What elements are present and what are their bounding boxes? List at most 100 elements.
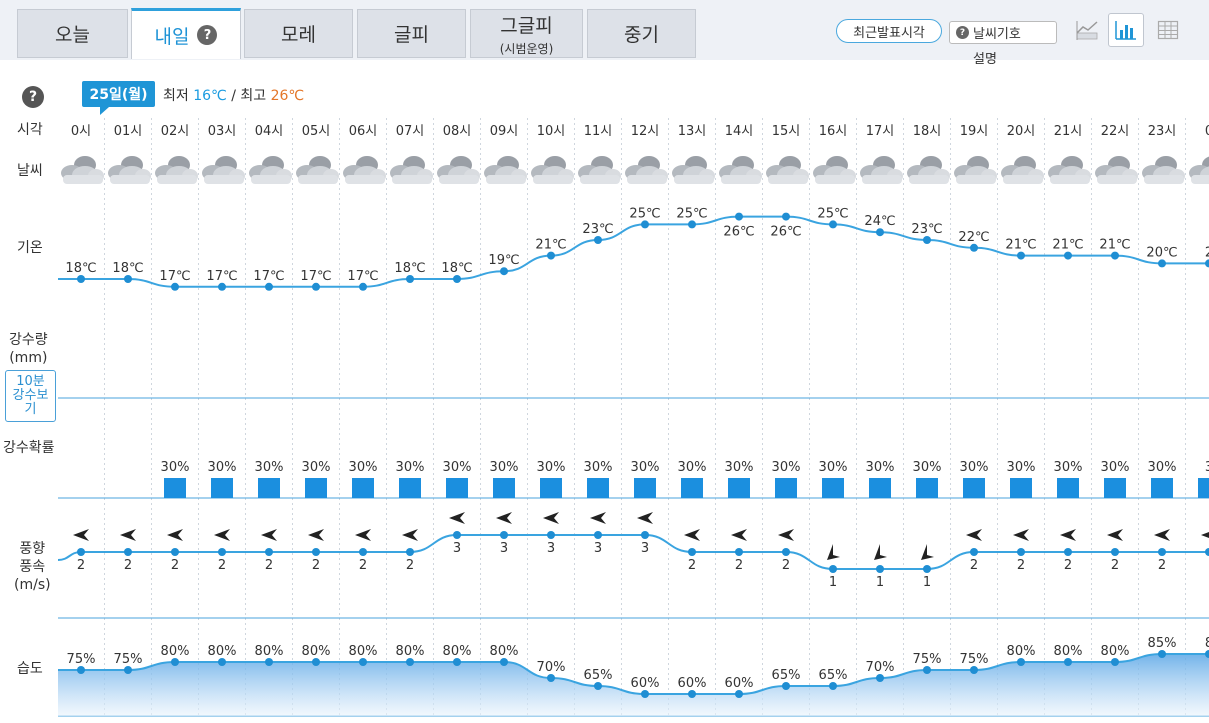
precip-probability-bar	[305, 478, 327, 498]
humidity-point	[359, 658, 367, 666]
help-icon[interactable]: ?	[22, 86, 44, 108]
wind-point	[735, 548, 743, 556]
bar-chart-view-button[interactable]	[1108, 13, 1144, 47]
cloudy-icon	[1001, 156, 1044, 184]
wind-point	[171, 548, 179, 556]
precip-probability-label: 3	[1205, 460, 1209, 475]
temperature-label: 21℃	[1005, 238, 1036, 253]
precip-probability-bar	[540, 478, 562, 498]
hour-label: 22시	[1101, 124, 1130, 139]
temperature-label: 21℃	[535, 238, 566, 253]
tab-label: 글피	[394, 24, 429, 46]
hour-label: 10시	[537, 124, 566, 139]
cloud-part	[1097, 175, 1137, 184]
tab-4[interactable]: 그글피 (시범운영)	[470, 9, 583, 58]
cloudy-icon	[907, 156, 950, 184]
wind-point	[641, 531, 649, 539]
temperature-label: 23℃	[582, 222, 613, 237]
precip-probability-bar	[681, 478, 703, 498]
cloud-part	[157, 175, 197, 184]
cloud-part	[1191, 175, 1209, 184]
wind-direction-arrow	[684, 529, 700, 541]
precip-probability-label: 30%	[1007, 460, 1036, 475]
help-icon[interactable]: ?	[197, 25, 218, 45]
wind-unit-label: (m/s)	[14, 577, 51, 593]
wind-point	[547, 531, 555, 539]
temperature-label: 18℃	[65, 261, 96, 276]
wind-speed-label: 2	[1064, 558, 1072, 573]
weather-symbol-select[interactable]: ? 날씨기호	[949, 21, 1057, 44]
tab-label: 오늘	[55, 24, 90, 46]
wind-speed-label: 3	[500, 541, 508, 556]
cloud-part	[768, 175, 808, 184]
wind-speed-label: 1	[829, 575, 837, 590]
humidity-point	[406, 658, 414, 666]
wind-point	[312, 548, 320, 556]
tab-2[interactable]: 모레	[244, 9, 353, 58]
temperature-point	[312, 282, 320, 291]
help-icon: ?	[956, 26, 969, 39]
hour-label: 18시	[913, 124, 942, 139]
humidity-label: 75%	[960, 652, 989, 667]
cloud-part	[815, 175, 855, 184]
tab-5[interactable]: 중기	[587, 9, 696, 58]
humidity-point	[876, 674, 884, 682]
humidity-point	[735, 690, 743, 698]
tab-3[interactable]: 글피	[357, 9, 466, 58]
separator: /	[231, 88, 236, 104]
humidity-label: 70%	[537, 660, 566, 675]
humidity-label: 80%	[302, 644, 331, 659]
precip-probability-bar	[164, 478, 186, 498]
hour-label: 03시	[208, 124, 237, 139]
temperature-label: 17℃	[253, 269, 284, 284]
precip-probability-bar	[493, 478, 515, 498]
table-view-button[interactable]	[1150, 13, 1186, 47]
temperature-point	[876, 228, 884, 237]
precip-probability-bar	[211, 478, 233, 498]
temperature-label: 20℃	[1146, 245, 1177, 260]
description-link[interactable]: 설명	[973, 52, 997, 67]
wind-direction-arrow	[402, 529, 418, 541]
cloud-part	[439, 175, 479, 184]
precip-probability-label: 30%	[208, 460, 237, 475]
humidity-label: 85%	[1148, 636, 1177, 651]
cloudy-icon	[1189, 156, 1209, 184]
humidity-point	[77, 666, 85, 674]
humidity-point	[453, 658, 461, 666]
hour-label: 04시	[255, 124, 284, 139]
wind-speed-label: 2	[735, 558, 743, 573]
precip-title: 강수량	[9, 332, 48, 348]
recent-release-button[interactable]: 최근발표시각	[836, 19, 942, 43]
wind-direction-arrow	[1154, 529, 1170, 541]
cloud-part	[674, 175, 714, 184]
tab-1[interactable]: 내일?	[131, 8, 241, 59]
temperature-point	[923, 236, 931, 244]
wind-point	[829, 565, 837, 573]
wind-speed-label: 1	[876, 575, 884, 590]
cloud-part	[63, 175, 103, 184]
cloud-part	[862, 175, 902, 184]
hour-label: 0시	[71, 124, 91, 139]
precip-probability-label: 30%	[1054, 460, 1083, 475]
hour-label: 09시	[490, 124, 519, 139]
wind-speed-label: 2	[1111, 558, 1119, 573]
humidity-point	[594, 682, 602, 690]
cloudy-icon	[155, 156, 198, 184]
line-chart-view-button[interactable]	[1069, 13, 1105, 47]
ten-minute-rain-button[interactable]: 10분강수보기	[5, 370, 56, 422]
tab-label: 그글피	[500, 14, 553, 37]
humidity-point	[970, 666, 978, 674]
wind-point	[1064, 548, 1072, 556]
precip-probability-bar	[352, 478, 374, 498]
wind-point	[453, 531, 461, 539]
wind-speed-label: 2	[171, 558, 179, 573]
wind-line	[57, 534, 1209, 570]
humidity-label: 80%	[255, 644, 284, 659]
precip-probability-bar	[822, 478, 844, 498]
humidity-label: 60%	[631, 676, 660, 691]
cloud-part	[204, 175, 244, 184]
humidity-label: 80%	[1101, 644, 1130, 659]
tab-0[interactable]: 오늘	[17, 9, 128, 58]
line-chart-icon	[1076, 21, 1098, 40]
wind-point	[923, 565, 931, 573]
